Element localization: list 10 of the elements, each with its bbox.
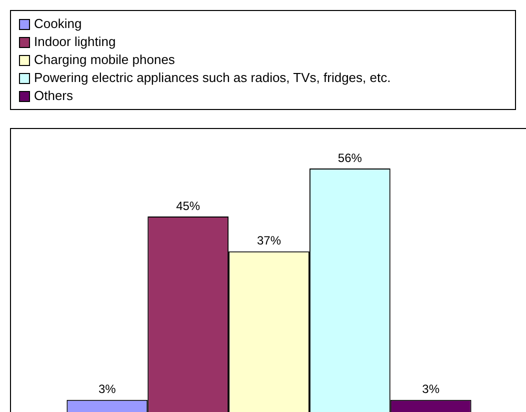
legend-label: Powering electric appliances such as radios, TVs, fridges, etc. [34,69,391,87]
data-label: 56% [338,150,362,165]
data-label: 3% [422,382,440,396]
legend-label: Indoor lighting [34,33,116,51]
legend-label: Charging mobile phones [34,51,175,69]
data-label: 45% [176,198,200,213]
legend-label: Cooking [34,15,82,33]
legend-label: Others [34,87,74,105]
data-label: 37% [256,234,282,248]
data-label: 3% [98,382,116,396]
